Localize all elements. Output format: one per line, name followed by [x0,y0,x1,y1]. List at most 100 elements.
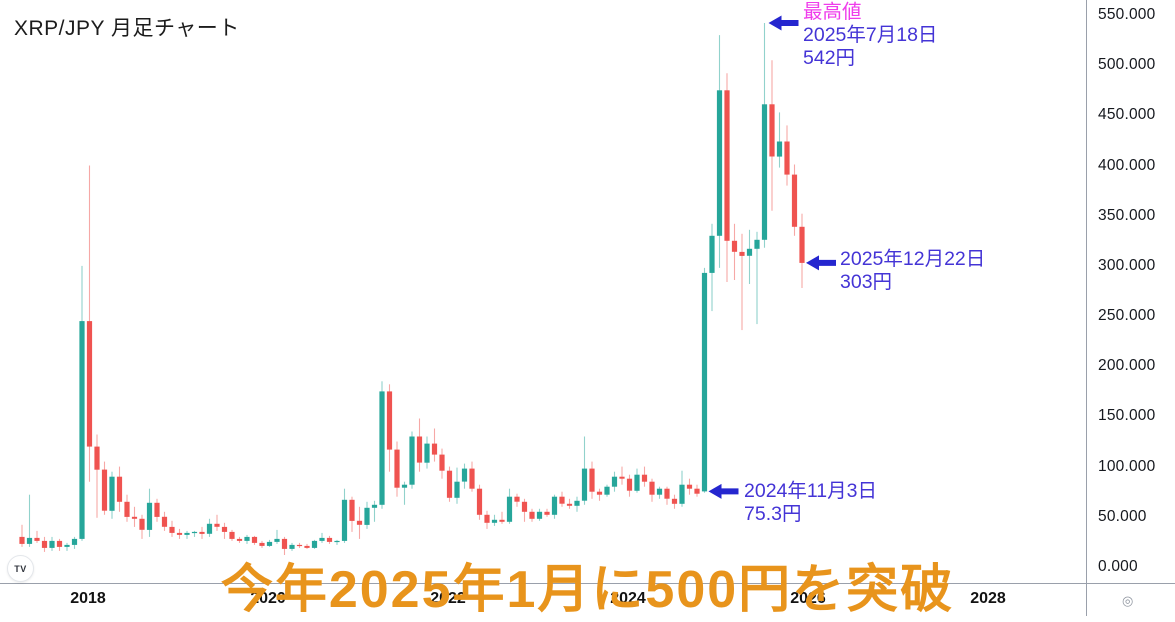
candle-body [589,468,595,492]
candle-body [229,531,235,539]
candle-body [41,540,48,548]
candle-body [259,542,265,546]
time-axis-label: 2018 [70,590,106,607]
price-axis-label: 0.000 [1098,558,1138,575]
candle-body [611,476,618,487]
candle-body [649,481,655,495]
headline-banner: 今年2025年1月に500円を突破 [220,561,955,619]
candle-body [281,538,288,549]
candle-body [469,468,475,489]
time-axis-label: 2026 [790,590,826,607]
candle-body [26,537,33,544]
annotation-low-date: 2024年11月3日 [744,480,877,502]
candle-body [214,523,220,527]
price-axis-label: 450.000 [1098,106,1156,123]
candle-body [574,500,580,506]
candle-body [694,488,700,494]
candle-body [394,449,400,488]
candle-body [799,226,805,263]
candle-body [619,476,625,479]
candle-body [431,443,438,455]
annotation-high-date: 2025年7月18日 [803,24,938,46]
annotation-low-price: 75.3円 [744,503,802,525]
candle-body [626,478,633,491]
candle-body [86,321,93,447]
candle-body [746,248,753,256]
candle-body [296,544,303,547]
annotation-latest-price: 303円 [840,271,893,293]
candle-body [94,446,100,470]
candle-body [769,104,775,157]
candle-body [454,481,460,498]
candle-body [124,501,130,517]
tradingview-logo[interactable]: TV [7,555,34,582]
candle-body [521,501,528,512]
annotation-latest: 2025年12月22日 303円 [840,248,985,294]
price-axis-label: 250.000 [1098,307,1156,324]
candle-body [341,499,348,541]
price-axis-label: 150.000 [1098,407,1156,424]
candle-body [206,523,213,534]
candle-body [131,516,138,519]
candle-body [604,486,610,495]
candle-body [709,235,715,273]
price-axis-label: 100.000 [1098,458,1156,475]
candle-body [49,540,55,548]
arrow-2024-low [708,483,739,499]
time-axis-label: 2022 [430,590,466,607]
candle-body [304,545,310,548]
candle-body [64,544,70,547]
time-axis-label: 2020 [250,590,286,607]
candle-body [319,537,325,541]
candle-body [724,90,730,241]
candle-body [701,272,708,492]
page-title: XRP/JPY 月足チャート [14,17,240,40]
candle-body [371,504,378,508]
candle-body [536,511,543,519]
candle-body [671,498,678,504]
candle-body [776,141,783,157]
arrow-all-time-high [768,15,799,31]
arrow-latest [806,255,836,271]
candle-body [191,531,198,534]
candle-body [416,436,423,463]
candle-body [34,537,40,541]
time-axis-label: 2028 [970,590,1006,607]
candle-body [386,391,393,450]
candle-body [424,443,430,463]
price-axis-label: 400.000 [1098,157,1156,174]
candle-body [56,540,63,547]
candle-body [71,538,78,545]
candle-body [266,541,273,546]
annotation-2024-low: 2024年11月3日 75.3円 [744,480,877,526]
candle-body [349,499,355,521]
candle-body [19,536,25,544]
candle-body [484,514,490,523]
candle-body [176,532,183,535]
candle-body [544,511,550,515]
candle-body [289,544,295,549]
annotation-high-price: 542円 [803,47,856,69]
candle-body [514,496,520,502]
candle-body [79,321,85,539]
annotation-all-time-high: 最高値 2025年7月18日 542円 [803,1,937,70]
target-icon: ◎ [1122,593,1134,608]
price-axis-label: 550.000 [1098,6,1156,23]
candle-body [739,251,745,256]
annotation-latest-date: 2025年12月22日 [840,248,986,270]
candle-body [146,502,153,530]
time-axis-label: 2024 [610,590,646,607]
candle-body [679,484,685,504]
candle-body [754,239,760,249]
candle-body [529,511,535,519]
candle-body [446,470,453,498]
candle-body [161,516,168,527]
price-axis-label: 500.000 [1098,56,1156,73]
candle-body [686,484,693,489]
price-axis-label: 200.000 [1098,357,1156,374]
candle-body [334,540,340,543]
candle-body [379,391,385,505]
candle-body [139,518,145,530]
candle-body [439,454,445,471]
